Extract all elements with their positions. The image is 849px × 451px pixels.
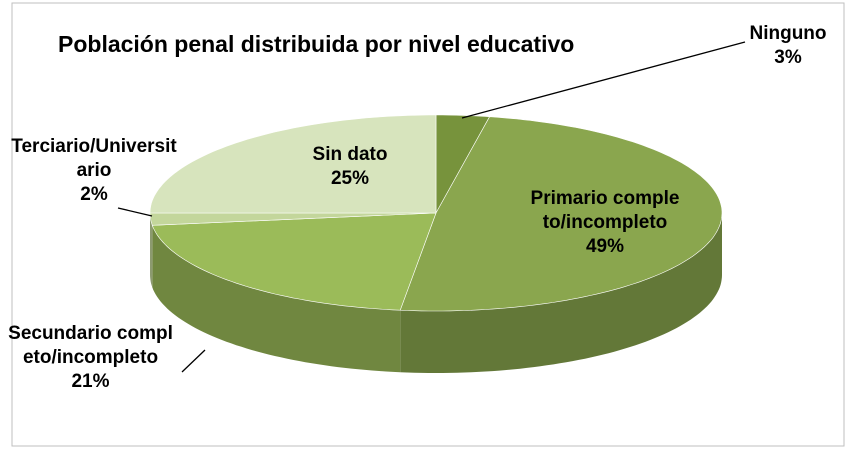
data-label: Ninguno 3% [738,22,838,70]
category-label: Terciario/Universitario [11,136,177,181]
category-label: Ninguno [749,23,827,44]
value-label: 21% [71,371,110,392]
slice [149,212,437,226]
data-label: Primario completo/incompleto 49% [530,187,680,259]
leader-line [181,349,206,373]
slice [399,116,723,312]
data-label: Sin dato 25% [280,143,420,191]
value-label: 49% [585,236,625,257]
slice-side [152,225,401,373]
leader-line [117,207,153,217]
category-label: Secundario completo/incompleto [8,323,173,368]
value-label: 25% [330,168,370,189]
slice [151,212,437,311]
value-label: 3% [774,47,802,68]
data-label: Secundario completo/incompleto 21% [8,322,173,394]
value-label: 2% [80,184,108,205]
category-label: Primario completo/incompleto [530,188,680,233]
chart-title: Población penal distribuida por nivel ed… [58,31,574,57]
slice-side [150,213,153,288]
data-label: Terciario/Universitario 2% [10,135,178,207]
leader-line [461,41,746,119]
slice [149,114,437,214]
slice-side [400,213,722,373]
category-label: Sin dato [312,144,388,165]
